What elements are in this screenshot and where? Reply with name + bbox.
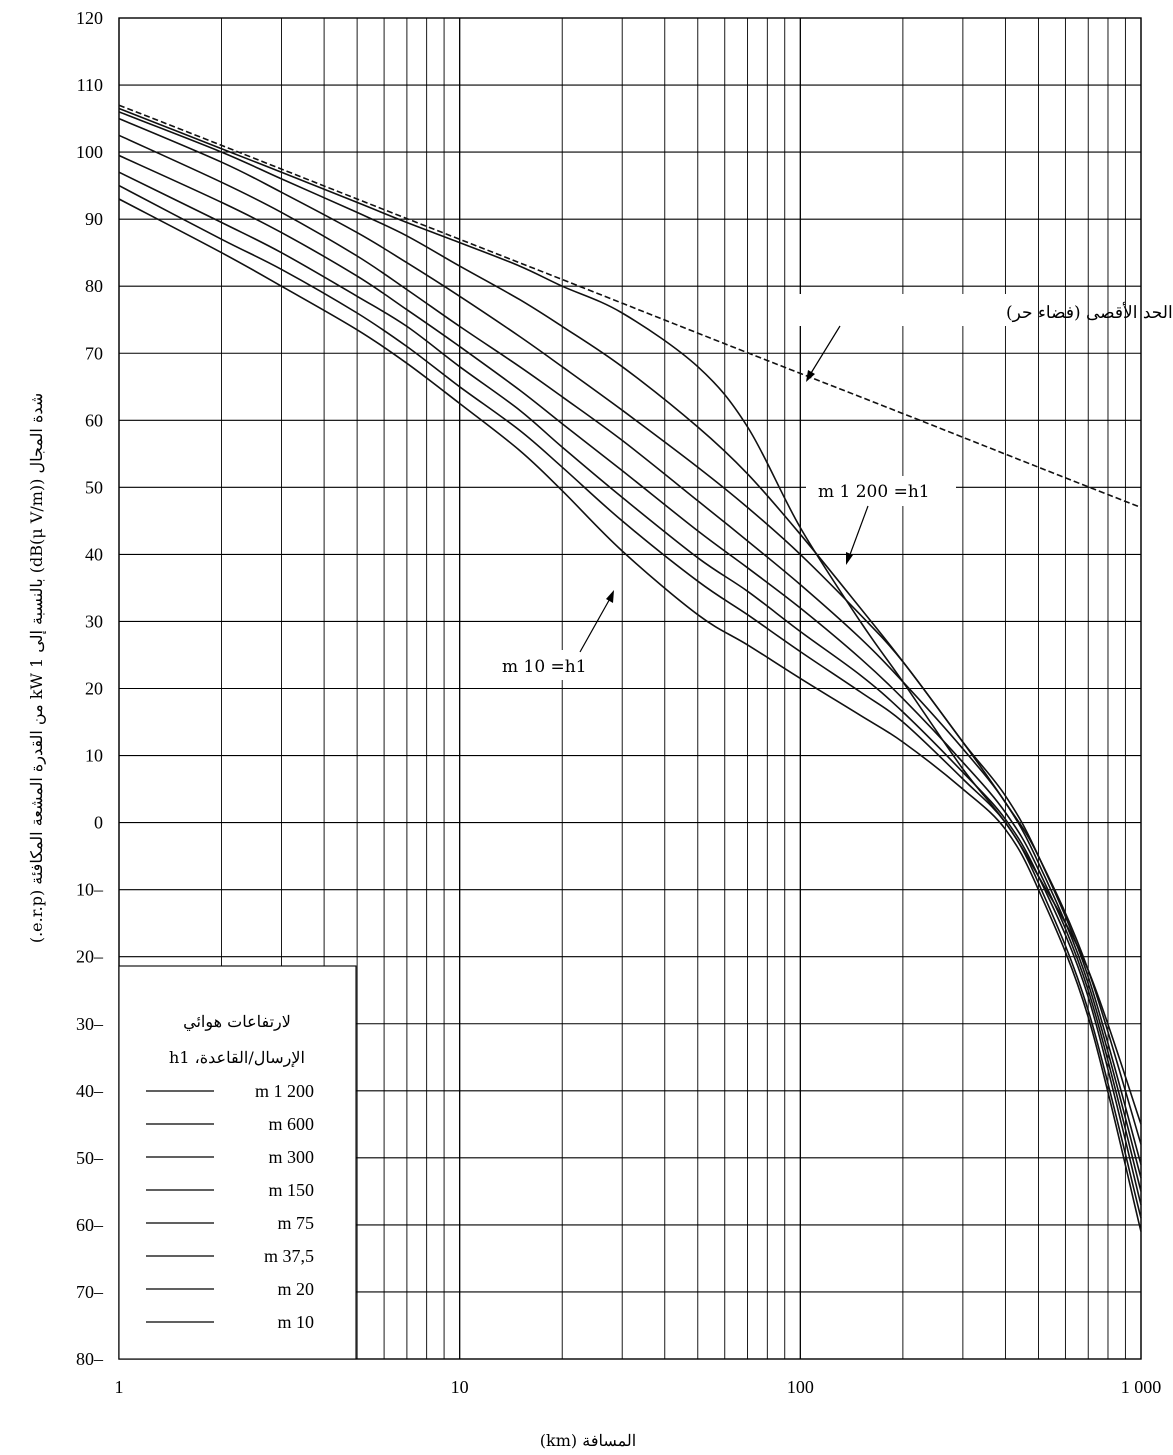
series-line <box>118 117 1142 1165</box>
annotations: الحد الأقصى (فضاء حر) m 1 200 =h1 m 10 =… <box>498 294 1173 680</box>
annotation-h1200: m 1 200 =h1 <box>818 482 930 502</box>
y-tick-label: 90 <box>85 209 103 229</box>
y-tick-label: 70 <box>85 343 103 363</box>
legend-entry: m 20 <box>277 1279 314 1299</box>
legend-entry: m 150 <box>268 1180 314 1200</box>
annotation-free-space: الحد الأقصى (فضاء حر) <box>1006 302 1173 323</box>
y-tick-label: 60– <box>76 1215 104 1235</box>
series-line <box>118 134 1142 1179</box>
x-tick-label: 1 000 <box>1121 1377 1162 1397</box>
y-tick-label: 70– <box>76 1282 104 1302</box>
annotation-free-space-arrow <box>807 325 841 379</box>
y-tick-label: 30 <box>85 611 103 631</box>
y-axis-label: شدة المجال (dB(μ V/m)) بالنسبة إلى kW 1 … <box>27 393 46 943</box>
x-tick-label: 1 <box>115 1377 124 1397</box>
annotation-h10: m 10 =h1 <box>502 657 587 677</box>
tick-labels: 120110100908070605040302010010–20–30–40–… <box>76 8 1161 1397</box>
y-tick-label: 80– <box>76 1349 104 1369</box>
legend-entry: m 600 <box>268 1114 314 1134</box>
legend-box <box>118 965 357 1360</box>
y-tick-label: 10 <box>85 746 103 766</box>
y-tick-label: 10– <box>76 880 104 900</box>
x-tick-label: 10 <box>451 1377 469 1397</box>
y-tick-label: 60 <box>85 410 103 430</box>
grid <box>118 17 1142 1360</box>
legend-title-line-2: الإرسال/القاعدة، h1 <box>169 1048 305 1067</box>
legend-entry: m 1 200 <box>255 1081 314 1101</box>
series-line <box>118 154 1142 1192</box>
legend-entry: m 300 <box>268 1147 314 1167</box>
series-line <box>118 171 1142 1205</box>
y-tick-label: 80 <box>85 276 103 296</box>
series-line <box>118 111 1142 1145</box>
series-line <box>118 198 1142 1232</box>
y-tick-label: 40– <box>76 1081 104 1101</box>
y-tick-label: 50 <box>85 477 103 497</box>
annotation-h1200-bg <box>806 476 956 506</box>
legend-entry: m 10 <box>277 1312 314 1332</box>
annotation-free-space-bg <box>792 294 1022 326</box>
legend-entry: m 75 <box>277 1213 314 1233</box>
legend-entry: m 37,5 <box>264 1246 314 1266</box>
curves <box>118 104 1142 1232</box>
x-tick-label: 100 <box>787 1377 814 1397</box>
series-line <box>118 184 1142 1219</box>
free-space-line <box>118 104 1142 509</box>
y-tick-label: 50– <box>76 1148 104 1168</box>
y-tick-label: 0 <box>94 813 103 833</box>
x-axis-label: المسافة (km) <box>540 1431 636 1450</box>
y-tick-label: 40 <box>85 544 103 564</box>
annotation-h10-bg <box>498 650 620 680</box>
y-tick-label: 100 <box>76 142 103 162</box>
y-tick-label: 110 <box>77 75 103 95</box>
y-tick-label: 120 <box>76 8 103 28</box>
annotation-h10-arrow <box>579 594 613 653</box>
annotation-h1200-arrowhead <box>846 552 853 565</box>
legend-entries: m 1 200 m 600 m 300 m 150 m 75 m 37,5 m 20 m 10 <box>146 1081 314 1332</box>
y-tick-label: 20 <box>85 679 103 699</box>
y-tick-label: 20– <box>76 947 104 967</box>
annotation-h1200-arrow <box>847 505 869 561</box>
legend: لارتفاعات هوائي الإرسال/القاعدة، h1 m 1 … <box>118 965 357 1360</box>
annotation-h10-arrowhead <box>606 590 614 603</box>
annotation-free-space-arrowhead <box>806 370 815 382</box>
y-tick-label: 30– <box>76 1014 104 1034</box>
legend-title-line-1: لارتفاعات هوائي <box>183 1012 291 1031</box>
